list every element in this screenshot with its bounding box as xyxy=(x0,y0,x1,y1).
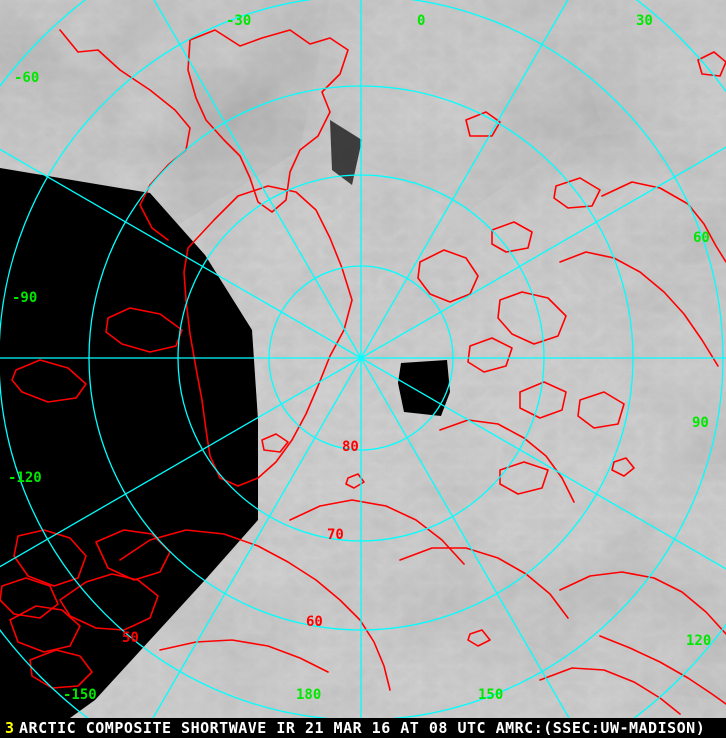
lon-label--60: -60 xyxy=(14,70,40,86)
lon-label--150: -150 xyxy=(63,687,97,703)
lat-label-70: 70 xyxy=(327,527,344,543)
lon-label-150: 150 xyxy=(478,687,504,703)
lon-label-90: 90 xyxy=(692,415,709,431)
lat-label-50: 50 xyxy=(122,630,139,646)
lon-label--90: -90 xyxy=(12,290,38,306)
lon-label-120: 120 xyxy=(686,633,712,649)
caption-frame-index: 3 xyxy=(5,719,15,737)
lon-label-180: 180 xyxy=(296,687,322,703)
lon-label-30: 30 xyxy=(636,13,653,29)
lat-label-80: 80 xyxy=(342,439,359,455)
lat-label-60: 60 xyxy=(306,614,323,630)
lon-label-60: 60 xyxy=(693,230,710,246)
caption-bar: 3 ARCTIC COMPOSITE SHORTWAVE IR 21 MAR 1… xyxy=(0,718,726,738)
satellite-image-stage[interactable]: -60 -30 0 30 60 90 120 150 180 -150 -120… xyxy=(0,0,726,718)
lon-label--30: -30 xyxy=(226,13,252,29)
caption-product-text: ARCTIC COMPOSITE SHORTWAVE IR 21 MAR 16 … xyxy=(19,719,706,737)
lon-label--120: -120 xyxy=(8,470,42,486)
lon-label-0: 0 xyxy=(417,13,426,29)
infrared-raster-image xyxy=(0,0,726,718)
